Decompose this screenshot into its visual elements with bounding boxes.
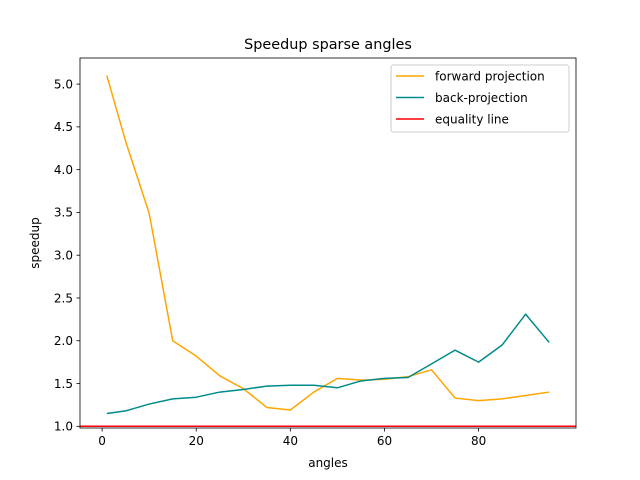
y-axis: 1.0 1.5 2.0 2.5 3.0 3.5 4.0 4.5 5.0 <box>54 77 80 434</box>
legend-label-forward-projection: forward projection <box>435 69 545 83</box>
series-line-forward-projection <box>106 75 550 411</box>
chart-title: Speedup sparse angles <box>244 37 412 53</box>
y-tick-label: 4.5 <box>54 120 73 134</box>
axes-frame <box>79 57 577 429</box>
x-tick-label: 60 <box>377 434 392 448</box>
y-tick-label: 3.0 <box>54 248 73 262</box>
x-axis-label: angles <box>308 456 348 470</box>
plot-area <box>80 75 576 428</box>
legend: forward projection back-projection equalit… <box>390 64 570 133</box>
legend-label-back-projection: back-projection <box>435 91 528 105</box>
x-tick-label: 40 <box>283 434 298 448</box>
series-line-back-projection <box>106 313 550 415</box>
y-tick-label: 2.5 <box>54 291 73 305</box>
x-tick-label: 0 <box>98 434 106 448</box>
y-tick-label: 1.5 <box>54 377 73 391</box>
legend-box <box>390 64 570 133</box>
x-axis: 0 20 40 60 80 <box>98 428 486 448</box>
x-tick-label: 80 <box>471 434 486 448</box>
x-tick-label: 20 <box>189 434 204 448</box>
legend-label-equality-line: equality line <box>435 112 509 126</box>
y-tick-label: 5.0 <box>54 77 73 91</box>
y-tick-label: 4.0 <box>54 163 73 177</box>
y-tick-label: 1.0 <box>54 420 73 434</box>
y-tick-label: 3.5 <box>54 206 73 220</box>
y-tick-label: 2.0 <box>54 334 73 348</box>
y-axis-label: speedup <box>28 217 42 268</box>
